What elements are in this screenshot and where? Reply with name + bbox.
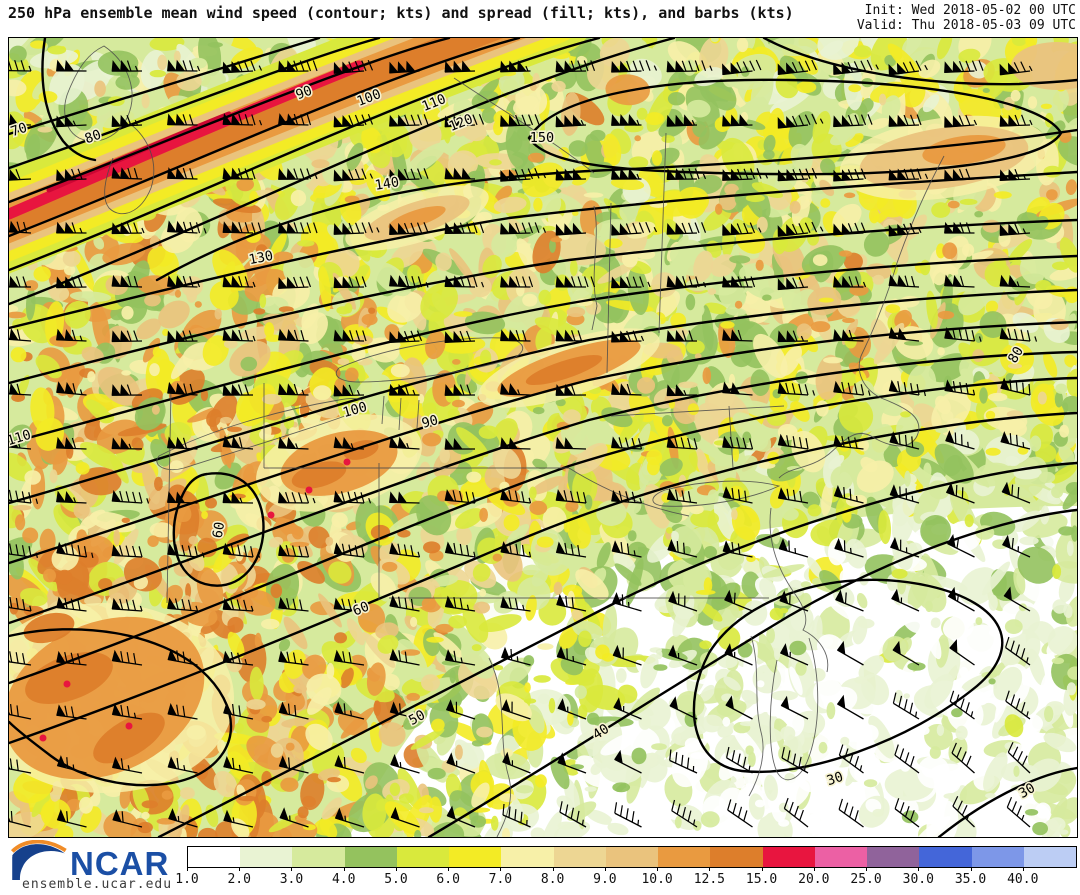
- colorbar-segment: [553, 847, 606, 867]
- colorbar-tick: [395, 867, 397, 871]
- colorbar-segment: [449, 847, 502, 867]
- colorbar-segment: [396, 847, 450, 867]
- contour-label: 30: [825, 769, 845, 789]
- colorbar-tick-label: 9.0: [593, 872, 617, 887]
- map-panel: 70 80 90 100 110 120 150 140 130 110 100 90 80 60 60 50…: [8, 37, 1078, 838]
- colorbar: 1.0 2.0 3.0 4.0 5.0 6.0 7.0 8.0 9.0 10.0 12.5 15.0 2…: [175, 846, 1077, 888]
- colorbar-segment: [658, 847, 711, 867]
- colorbar-tick: [604, 867, 606, 871]
- colorbar-tick-label: 15.0: [745, 872, 778, 887]
- contour-label: 70: [9, 120, 29, 140]
- colorbar-tick: [761, 867, 763, 871]
- colorbar-tick: [918, 867, 920, 871]
- colorbar-tick: [866, 867, 868, 871]
- chart-title: 250 hPa ensemble mean wind speed (contou…: [8, 4, 794, 22]
- colorbar-segment: [605, 847, 659, 867]
- ncar-logo-text: NCAR: [70, 845, 170, 882]
- colorbar-segment: [762, 847, 815, 867]
- colorbar-tick: [1022, 867, 1024, 871]
- colorbar-tick: [657, 867, 659, 871]
- colorbar-segment: [1023, 847, 1076, 867]
- colorbar-tick-label: 10.0: [641, 872, 673, 887]
- colorbar-tick-label: 3.0: [279, 872, 304, 887]
- colorbar-segment: [971, 847, 1024, 867]
- colorbar-tick-label: 25.0: [850, 872, 882, 887]
- colorbar-tick-label: 6.0: [436, 872, 460, 887]
- contour-label: 150: [530, 130, 554, 146]
- colorbar-segment: [710, 847, 763, 867]
- colorbar-strip: [187, 846, 1077, 868]
- colorbar-segment: [814, 847, 868, 867]
- colorbar-tick: [291, 867, 293, 871]
- colorbar-tick: [813, 867, 815, 871]
- colorbar-tick-label: 5.0: [384, 872, 408, 887]
- colorbar-tick-label: 12.5: [693, 872, 725, 887]
- colorbar-tick-label: 7.0: [488, 872, 513, 887]
- colorbar-tick: [709, 867, 711, 871]
- colorbar-tick: [239, 867, 241, 871]
- ncar-logo: NCAR: [10, 840, 180, 880]
- colorbar-segment: [240, 847, 293, 867]
- colorbar-tick: [970, 867, 972, 871]
- wind-barbs-layer: [9, 59, 1038, 828]
- contour-label: 90: [420, 412, 440, 432]
- contour-label: 130: [248, 248, 275, 268]
- contour-label: 140: [374, 174, 401, 194]
- colorbar-tick-label: 35.0: [954, 872, 987, 887]
- colorbar-segment: [919, 847, 972, 867]
- colorbar-tick-label: 30.0: [902, 872, 934, 887]
- colorbar-tick: [500, 867, 502, 871]
- colorbar-segment: [501, 847, 554, 867]
- colorbar-segment: [188, 847, 241, 867]
- colorbar-tick-label: 4.0: [331, 872, 356, 887]
- colorbar-tick: [552, 867, 554, 871]
- valid-time: Valid: Thu 2018-05-03 09 UTC: [856, 18, 1076, 33]
- colorbar-segment: [292, 847, 345, 867]
- colorbar-tick: [448, 867, 450, 871]
- colorbar-tick-label: 40.0: [1007, 872, 1039, 887]
- colorbar-tick-label: 20.0: [798, 872, 830, 887]
- colorbar-segment: [867, 847, 920, 867]
- colorbar-segment: [344, 847, 397, 867]
- colorbar-tick-label: 2.0: [227, 872, 251, 887]
- colorbar-tick-label: 8.0: [540, 872, 565, 887]
- init-time: Init: Wed 2018-05-02 00 UTC: [864, 3, 1076, 18]
- contour-label: 80: [83, 127, 104, 148]
- ncar-swoosh-icon: [10, 840, 67, 880]
- colorbar-tick: [343, 867, 345, 871]
- timestamps: Init: Wed 2018-05-02 00 UTC Valid: Thu 2…: [857, 3, 1076, 33]
- contour-label: 60: [210, 521, 229, 540]
- site-url: ensemble.ucar.edu: [22, 877, 173, 892]
- contour-label: 90: [294, 83, 315, 104]
- colorbar-tick-label: 1.0: [175, 872, 199, 887]
- colorbar-tick: [187, 867, 188, 871]
